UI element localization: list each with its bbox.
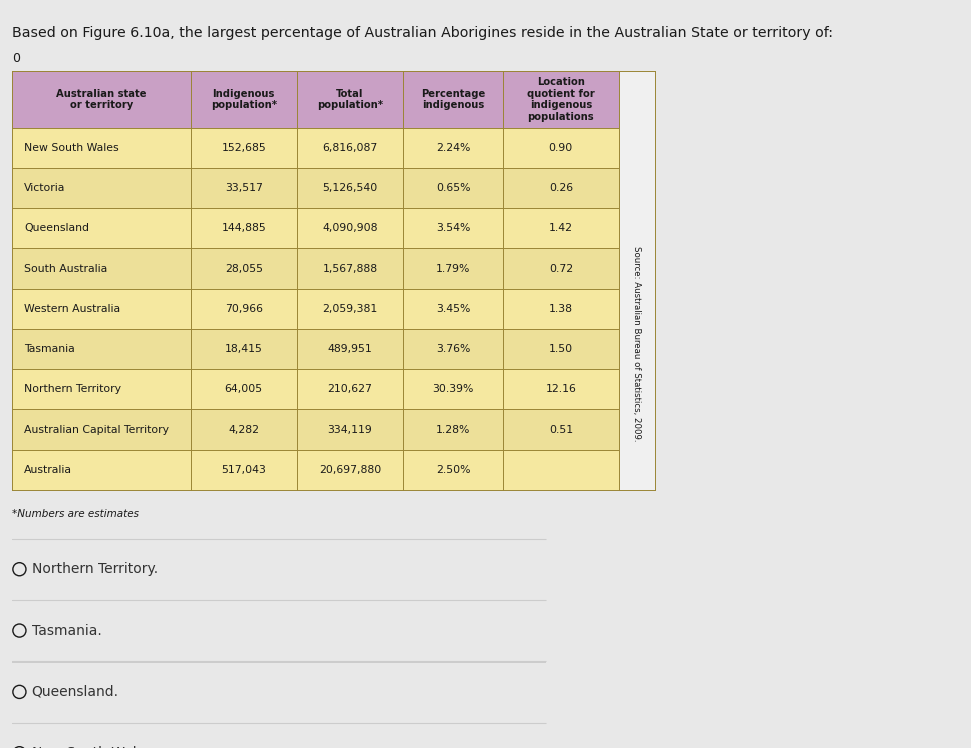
Text: 1.50: 1.50	[549, 344, 573, 354]
Text: 1.28%: 1.28%	[436, 425, 470, 435]
Text: Australian state
or territory: Australian state or territory	[56, 88, 147, 110]
Text: 3.76%: 3.76%	[436, 344, 470, 354]
Text: 1,567,888: 1,567,888	[322, 263, 378, 274]
Text: Queensland.: Queensland.	[32, 685, 118, 699]
Text: 517,043: 517,043	[221, 465, 266, 475]
Text: 2.24%: 2.24%	[436, 143, 470, 153]
Text: 33,517: 33,517	[225, 183, 263, 193]
Text: Northern Territory.: Northern Territory.	[32, 562, 157, 576]
Text: New South Wales: New South Wales	[24, 143, 118, 153]
Text: 5,126,540: 5,126,540	[322, 183, 378, 193]
Text: 144,885: 144,885	[221, 223, 266, 233]
Text: New South Wales.: New South Wales.	[32, 747, 156, 748]
Text: Based on Figure 6.10a, the largest percentage of Australian Aborigines reside in: Based on Figure 6.10a, the largest perce…	[12, 26, 833, 40]
Text: 1.79%: 1.79%	[436, 263, 470, 274]
Text: 20,697,880: 20,697,880	[318, 465, 381, 475]
Text: 0.26: 0.26	[549, 183, 573, 193]
Text: 0.72: 0.72	[549, 263, 573, 274]
Text: 28,055: 28,055	[224, 263, 263, 274]
Text: 0.51: 0.51	[549, 425, 573, 435]
Text: Queensland: Queensland	[24, 223, 89, 233]
Text: 0: 0	[12, 52, 19, 65]
Text: *Numbers are estimates: *Numbers are estimates	[12, 509, 139, 518]
Text: 4,282: 4,282	[228, 425, 259, 435]
Text: 6,816,087: 6,816,087	[322, 143, 378, 153]
Text: 3.45%: 3.45%	[436, 304, 470, 313]
Text: Northern Territory: Northern Territory	[24, 384, 121, 394]
Text: 2,059,381: 2,059,381	[322, 304, 378, 313]
Text: Tasmania: Tasmania	[24, 344, 75, 354]
Text: Indigenous
population*: Indigenous population*	[211, 88, 277, 110]
Text: 3.54%: 3.54%	[436, 223, 470, 233]
Text: 334,119: 334,119	[327, 425, 372, 435]
Text: 210,627: 210,627	[327, 384, 373, 394]
Text: 30.39%: 30.39%	[432, 384, 474, 394]
Text: 1.42: 1.42	[549, 223, 573, 233]
Text: 1.38: 1.38	[549, 304, 573, 313]
Text: 12.16: 12.16	[546, 384, 577, 394]
Text: Total
population*: Total population*	[317, 88, 383, 110]
Text: 70,966: 70,966	[224, 304, 263, 313]
Text: 64,005: 64,005	[224, 384, 263, 394]
Text: 18,415: 18,415	[225, 344, 263, 354]
Text: Tasmania.: Tasmania.	[32, 624, 101, 637]
Text: Victoria: Victoria	[24, 183, 66, 193]
Text: Australian Capital Territory: Australian Capital Territory	[24, 425, 169, 435]
Text: Source: Australian Bureau of Statistics, 2009.: Source: Australian Bureau of Statistics,…	[632, 245, 642, 441]
Text: Australia: Australia	[24, 465, 72, 475]
Text: 0.90: 0.90	[549, 143, 573, 153]
Text: Western Australia: Western Australia	[24, 304, 120, 313]
Text: South Australia: South Australia	[24, 263, 108, 274]
Text: 2.50%: 2.50%	[436, 465, 470, 475]
Text: Percentage
indigenous: Percentage indigenous	[421, 88, 486, 110]
Text: 489,951: 489,951	[327, 344, 372, 354]
Text: 4,090,908: 4,090,908	[322, 223, 378, 233]
Text: 152,685: 152,685	[221, 143, 266, 153]
Text: 0.65%: 0.65%	[436, 183, 470, 193]
Text: Location
quotient for
indigenous
populations: Location quotient for indigenous populat…	[527, 77, 595, 122]
